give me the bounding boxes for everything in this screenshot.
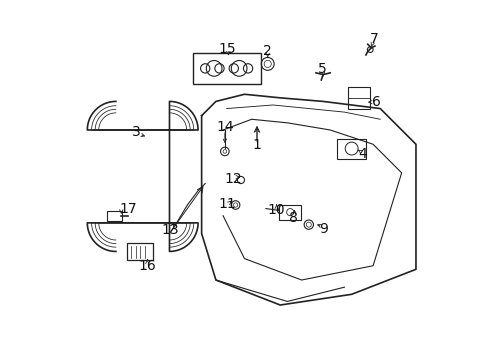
Text: 5: 5 (317, 62, 326, 76)
Text: 13: 13 (161, 223, 179, 237)
Bar (347, 87, 369, 109)
Text: 11: 11 (218, 197, 236, 211)
Text: 12: 12 (224, 172, 242, 186)
Bar (337, 139, 365, 158)
FancyBboxPatch shape (279, 204, 300, 220)
Text: 16: 16 (138, 260, 156, 274)
Text: 10: 10 (266, 203, 284, 217)
FancyBboxPatch shape (127, 243, 152, 260)
Text: 4: 4 (357, 147, 366, 161)
Text: 14: 14 (216, 120, 233, 134)
Text: 15: 15 (218, 41, 236, 55)
Text: 1: 1 (252, 138, 261, 152)
Text: 9: 9 (318, 222, 327, 236)
Text: 8: 8 (289, 211, 298, 225)
Text: 3: 3 (132, 125, 141, 139)
FancyBboxPatch shape (192, 53, 260, 84)
Text: 17: 17 (120, 202, 137, 216)
FancyBboxPatch shape (106, 211, 122, 221)
Text: 7: 7 (368, 32, 377, 46)
Text: 6: 6 (371, 95, 380, 109)
Text: 2: 2 (263, 44, 271, 58)
